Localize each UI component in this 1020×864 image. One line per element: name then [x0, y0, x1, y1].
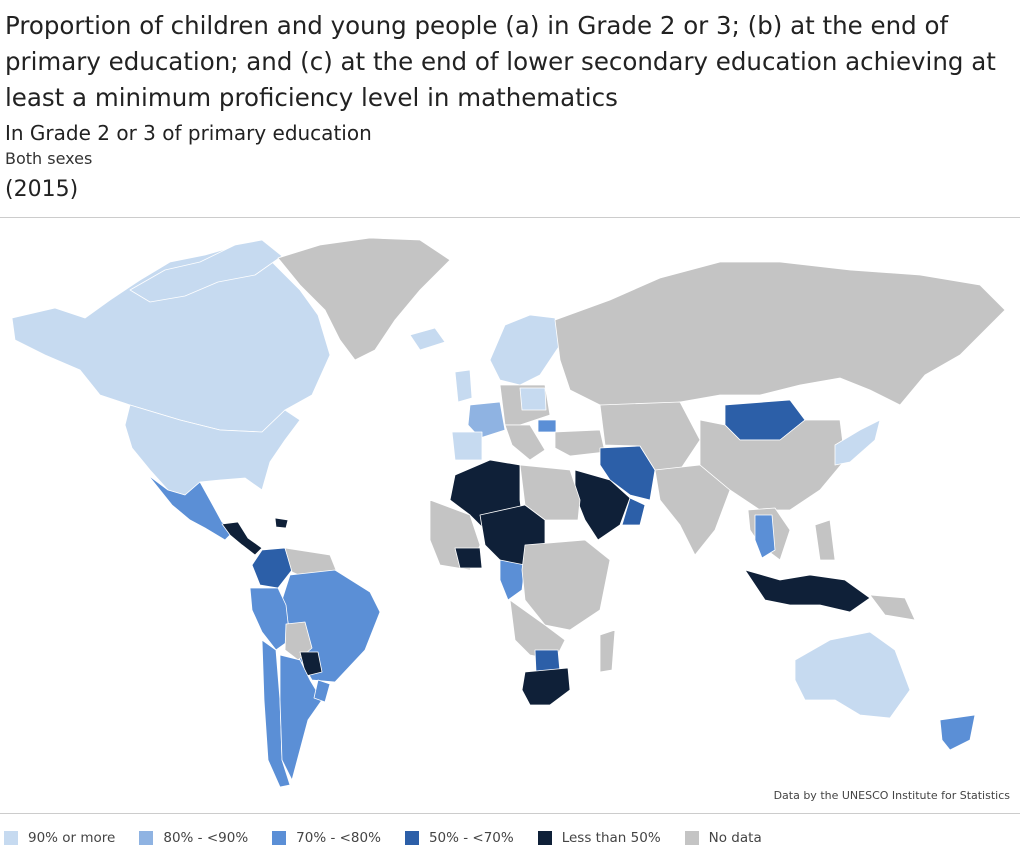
region-east-central-africa	[521, 539, 611, 631]
region-romania	[537, 419, 557, 433]
bottom-divider	[0, 813, 1020, 814]
region-russia	[554, 261, 1006, 411]
legend-label: 70% - <80%	[296, 830, 381, 846]
legend-label: 80% - <90%	[163, 830, 249, 846]
region-caribbean	[274, 517, 289, 529]
region-madagascar	[599, 629, 616, 673]
region-oman	[621, 497, 646, 526]
region-usa	[124, 404, 301, 496]
region-chile	[261, 639, 291, 788]
region-south-africa	[521, 667, 571, 706]
region-japan-korea	[834, 419, 881, 466]
region-iceland	[409, 327, 446, 351]
map-legend: 90% or more 80% - <90% 70% - <80% 50% - …	[4, 830, 786, 846]
region-peru-ecuador	[249, 587, 291, 651]
legend-swatch	[4, 831, 18, 845]
region-australia	[794, 631, 911, 719]
legend-swatch	[684, 831, 699, 845]
region-greenland	[277, 237, 451, 361]
region-uruguay	[313, 679, 331, 703]
region-scandinavia	[489, 314, 561, 386]
data-credit: Data by the UNESCO Institute for Statist…	[773, 789, 1010, 802]
legend-item-70-80: 70% - <80%	[272, 830, 381, 846]
region-arctic-islands	[129, 239, 283, 303]
region-turkey-caucasus	[554, 429, 606, 457]
legend-item-50-70: 50% - <70%	[404, 830, 514, 846]
sex-label: Both sexes	[5, 149, 93, 168]
region-iberia	[451, 431, 483, 461]
legend-label: 90% or more	[28, 830, 116, 846]
legend-item-no-data: No data	[684, 830, 762, 846]
legend-item-less-than-50: Less than 50%	[537, 830, 661, 846]
year-label: (2015)	[5, 177, 79, 202]
world-map	[11, 237, 1006, 788]
chart-subtitle: In Grade 2 or 3 of primary education	[5, 121, 372, 145]
legend-label: No data	[708, 830, 762, 846]
region-uk	[454, 369, 473, 403]
region-new-zealand	[939, 714, 976, 751]
legend-label: Less than 50%	[561, 830, 661, 846]
region-canada	[11, 244, 331, 433]
region-papua-new-guinea	[869, 594, 916, 621]
region-central-america	[221, 521, 263, 556]
legend-swatch	[272, 831, 287, 845]
region-thailand	[754, 514, 776, 559]
region-cameroon-gabon	[499, 559, 526, 601]
region-colombia	[251, 547, 293, 589]
region-eastern-europe	[519, 387, 547, 411]
region-argentina	[279, 654, 323, 781]
region-philippines	[814, 519, 836, 561]
region-indonesia	[744, 569, 871, 613]
legend-item-80-90: 80% - <90%	[139, 830, 248, 846]
legend-label: 50% - <70%	[428, 830, 514, 846]
legend-swatch	[537, 831, 552, 845]
region-italy-balkans	[504, 424, 546, 461]
top-divider	[0, 217, 1020, 218]
legend-swatch	[139, 831, 154, 845]
region-gulf-of-guinea	[454, 547, 483, 569]
legend-swatch	[404, 831, 419, 845]
legend-item-90-or-more: 90% or more	[4, 830, 115, 846]
region-france	[467, 401, 506, 439]
chart-title: Proportion of children and young people …	[5, 11, 996, 112]
